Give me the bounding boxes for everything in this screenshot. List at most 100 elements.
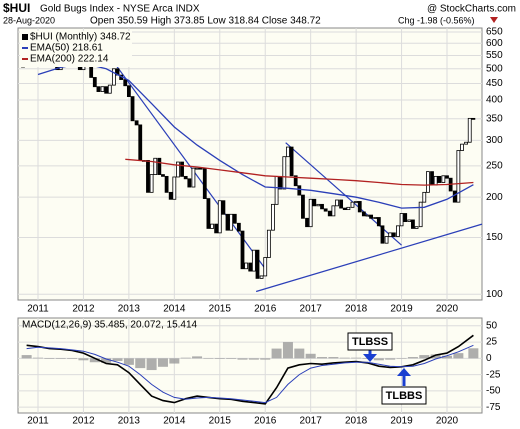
x-tick-label: 2018 bbox=[345, 304, 368, 315]
y-tick-label: 350 bbox=[486, 113, 503, 124]
histogram-bar bbox=[203, 358, 214, 359]
annotation-label: TLBSS bbox=[352, 336, 388, 348]
candle bbox=[467, 117, 472, 143]
x-tick-label: 2015 bbox=[209, 416, 232, 427]
candle bbox=[437, 175, 442, 183]
trendline bbox=[110, 57, 266, 270]
candle bbox=[365, 214, 370, 217]
candle bbox=[452, 190, 457, 203]
y-tick-label: -50 bbox=[486, 386, 501, 397]
y-tick-label: -75 bbox=[486, 402, 501, 413]
histogram-bar bbox=[78, 358, 89, 361]
legend-label: EMA(50) 218.61 bbox=[30, 43, 103, 54]
candle bbox=[327, 210, 332, 217]
histogram-bar bbox=[32, 357, 43, 359]
candle bbox=[92, 77, 97, 88]
y-tick-label: 500 bbox=[486, 63, 503, 74]
candle bbox=[312, 198, 317, 207]
candle bbox=[172, 176, 177, 200]
x-tick-label: 2016 bbox=[254, 416, 277, 427]
candle bbox=[376, 217, 381, 227]
candle bbox=[164, 175, 169, 193]
candle bbox=[403, 213, 408, 222]
histogram-bar bbox=[385, 358, 396, 360]
candle bbox=[391, 232, 396, 237]
candle bbox=[149, 174, 154, 193]
candle bbox=[293, 175, 298, 187]
legend-swatch bbox=[22, 34, 28, 40]
histogram-bar bbox=[55, 358, 66, 359]
index-name: Gold Bugs Index - NYSE Arca INDX bbox=[40, 4, 200, 15]
y-tick-label: 25 bbox=[486, 337, 498, 348]
candle bbox=[180, 161, 184, 177]
legend-label: $HUI (Monthly) 348.72 bbox=[30, 32, 131, 43]
candle bbox=[244, 262, 249, 270]
candle bbox=[123, 79, 128, 87]
candle bbox=[301, 194, 305, 219]
x-tick-label: 2020 bbox=[436, 416, 459, 427]
histogram-bar bbox=[328, 357, 339, 359]
histogram-bar bbox=[135, 358, 146, 369]
candle bbox=[210, 223, 214, 229]
histogram-bar bbox=[112, 358, 123, 361]
histogram-bar bbox=[101, 358, 112, 363]
y-tick-label: 550 bbox=[486, 50, 503, 61]
date: 28-Aug-2020 bbox=[3, 15, 55, 25]
candle bbox=[335, 199, 339, 207]
y-tick-label: 600 bbox=[486, 38, 503, 49]
trendline bbox=[255, 223, 483, 293]
x-tick-label: 2012 bbox=[72, 304, 95, 315]
candle bbox=[157, 157, 162, 175]
candle bbox=[308, 198, 313, 228]
histogram-bar bbox=[294, 348, 305, 359]
histogram-bar bbox=[237, 358, 248, 360]
candle bbox=[168, 191, 173, 200]
y-tick-label: 100 bbox=[486, 289, 503, 300]
x-tick-label: 2014 bbox=[163, 304, 186, 315]
candle bbox=[161, 174, 165, 177]
histogram-bar bbox=[317, 357, 328, 359]
candle bbox=[251, 249, 256, 272]
annotation-box bbox=[381, 386, 427, 405]
histogram-bar bbox=[339, 357, 350, 359]
histogram-bar bbox=[271, 348, 282, 359]
candle bbox=[346, 206, 351, 211]
y-tick-label: -25 bbox=[486, 369, 501, 380]
source: @ StockCharts.com bbox=[427, 4, 516, 15]
candle bbox=[126, 85, 131, 97]
candle bbox=[373, 217, 378, 219]
candle bbox=[176, 161, 180, 178]
candle bbox=[221, 200, 226, 215]
candle bbox=[422, 191, 427, 203]
histogram-bar bbox=[157, 358, 168, 367]
candle bbox=[445, 175, 449, 179]
candle bbox=[104, 86, 109, 94]
y-tick-label: 150 bbox=[486, 232, 503, 243]
annotation-label: TLBBS bbox=[386, 390, 423, 402]
candle bbox=[214, 223, 219, 234]
candle bbox=[183, 175, 188, 180]
x-tick-label: 2017 bbox=[300, 304, 323, 315]
candle bbox=[202, 168, 207, 199]
candle bbox=[357, 201, 362, 213]
down-arrow bbox=[490, 17, 498, 23]
histogram-bar bbox=[146, 358, 157, 371]
candle bbox=[206, 198, 211, 229]
candle bbox=[266, 229, 271, 258]
candle bbox=[271, 203, 275, 231]
histogram-bar bbox=[282, 342, 293, 359]
histogram-bar bbox=[248, 358, 259, 360]
histogram-bar bbox=[180, 357, 191, 359]
candle bbox=[331, 205, 336, 217]
candle bbox=[229, 213, 234, 231]
candle bbox=[240, 230, 245, 270]
candle bbox=[354, 201, 359, 203]
x-tick-label: 2012 bbox=[72, 416, 95, 427]
candle bbox=[153, 157, 158, 175]
candle bbox=[399, 213, 404, 227]
histogram-bar bbox=[453, 353, 464, 359]
candle bbox=[255, 249, 260, 279]
x-tick-label: 2018 bbox=[345, 416, 368, 427]
candle bbox=[130, 96, 135, 122]
